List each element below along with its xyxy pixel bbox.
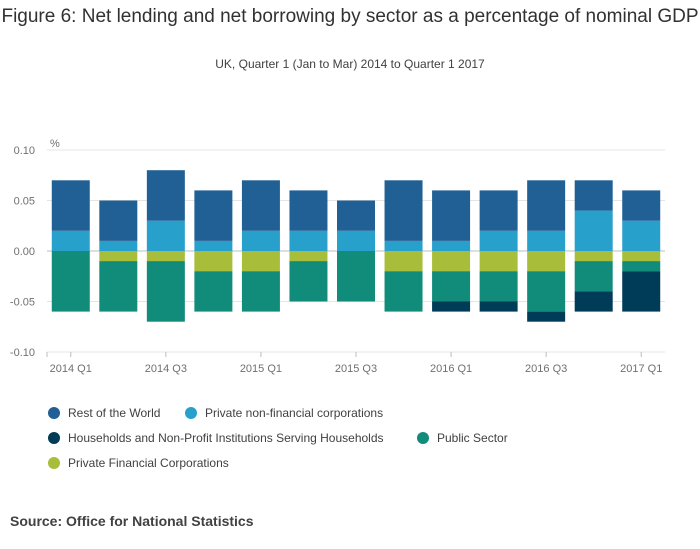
bar-segment	[99, 200, 138, 241]
x-tick-label: 2015 Q3	[335, 363, 377, 375]
x-tick-label: 2017 Q1	[620, 363, 662, 375]
y-tick-label: 0.05	[14, 196, 35, 208]
bar-segment	[194, 240, 233, 251]
bar-segment	[574, 291, 613, 312]
x-tick-label: 2014 Q1	[50, 363, 92, 375]
legend-item-rest-of-world[interactable]: Rest of the World	[48, 406, 160, 420]
chart-plot: 0.10 0.05 0.00 -0.05 -0.10% 2014 Q1 2014 Q3 201…	[10, 138, 665, 375]
bar-segment	[337, 230, 375, 251]
source-note: Source: Office for National Statistics	[10, 513, 254, 529]
legend-label: Households and Non-Profit Institutions S…	[68, 431, 384, 445]
bar-segment	[622, 271, 661, 312]
bar-segment	[384, 271, 423, 312]
bar-segment	[99, 251, 138, 262]
bar-segment	[479, 230, 518, 251]
bar-segment	[622, 190, 661, 221]
bar-segment	[527, 311, 566, 322]
legend-swatch	[48, 457, 60, 469]
bar-segment	[479, 271, 518, 302]
y-tick-label: 0.00	[14, 246, 35, 258]
bar-segment	[527, 180, 566, 231]
bar-segment	[241, 271, 280, 312]
bar-segment	[432, 251, 471, 272]
x-tick-label: 2015 Q1	[240, 363, 282, 375]
legend-swatch	[417, 432, 429, 444]
bar-segment	[384, 251, 423, 272]
bar-segment	[384, 180, 423, 241]
bar-segment	[527, 271, 566, 312]
bar-segment	[51, 251, 90, 312]
bar-segment	[337, 251, 375, 302]
bar-segment	[337, 200, 375, 231]
bar-segment	[146, 170, 185, 221]
bar-segment	[194, 271, 233, 312]
legend-item-private-financial[interactable]: Private Financial Corporations	[48, 456, 229, 470]
bar-segment	[289, 190, 328, 231]
bar-segment	[241, 180, 280, 231]
bar-segment	[241, 230, 280, 251]
bar-segment	[574, 210, 613, 251]
y-axis-label: %	[50, 138, 60, 150]
x-tick-label: 2016 Q3	[525, 363, 567, 375]
bar-segment	[574, 261, 613, 292]
bar-segment	[622, 220, 661, 251]
y-tick-label: -0.10	[10, 347, 35, 359]
bar-segment	[432, 240, 471, 251]
bar-segment	[479, 251, 518, 272]
bar-segment	[194, 190, 233, 241]
legend-label: Public Sector	[437, 431, 508, 445]
legend-label: Rest of the World	[68, 406, 161, 420]
bar-segment	[289, 261, 328, 302]
bar-segment	[622, 261, 661, 272]
chart-subtitle: UK, Quarter 1 (Jan to Mar) 2014 to Quart…	[215, 57, 485, 71]
legend-label: Private non-financial corporations	[205, 406, 384, 420]
x-tick-label: 2016 Q1	[430, 363, 472, 375]
chart-title: Figure 6: Net lending and net borrowing …	[1, 6, 699, 27]
x-tick-label: 2014 Q3	[145, 363, 187, 375]
bar-segment	[194, 251, 233, 272]
bar-segment	[99, 240, 138, 251]
bar-segment	[479, 301, 518, 312]
bar-segment	[146, 251, 185, 262]
legend-swatch	[48, 432, 60, 444]
bar-segment	[527, 251, 566, 272]
bar-segment	[622, 251, 661, 262]
bar-segment	[432, 190, 471, 241]
bar-segment	[146, 261, 185, 322]
bar-segment	[479, 190, 518, 231]
bar-segment	[51, 230, 90, 251]
bar-segment	[146, 220, 185, 251]
bar-segment	[384, 240, 423, 251]
bar-segment	[574, 251, 613, 262]
bar-segment	[574, 180, 613, 211]
bar-segment	[51, 180, 90, 231]
legend-item-private-nonfinancial[interactable]: Private non-financial corporations	[185, 406, 383, 420]
legend-swatch	[48, 407, 60, 419]
bar-segment	[432, 301, 471, 312]
bar-segment	[289, 230, 328, 251]
legend-label: Private Financial Corporations	[68, 456, 229, 470]
bar-segment	[527, 230, 566, 251]
bar-segment	[241, 251, 280, 272]
legend-item-households[interactable]: Households and Non-Profit Institutions S…	[48, 431, 384, 445]
bar-segment	[432, 271, 471, 302]
legend-item-public-sector[interactable]: Public Sector	[417, 431, 508, 445]
y-tick-label: 0.10	[14, 145, 35, 157]
bar-segment	[99, 261, 138, 312]
legend-swatch	[185, 407, 197, 419]
bar-segment	[289, 251, 328, 262]
y-tick-label: -0.05	[10, 297, 35, 309]
